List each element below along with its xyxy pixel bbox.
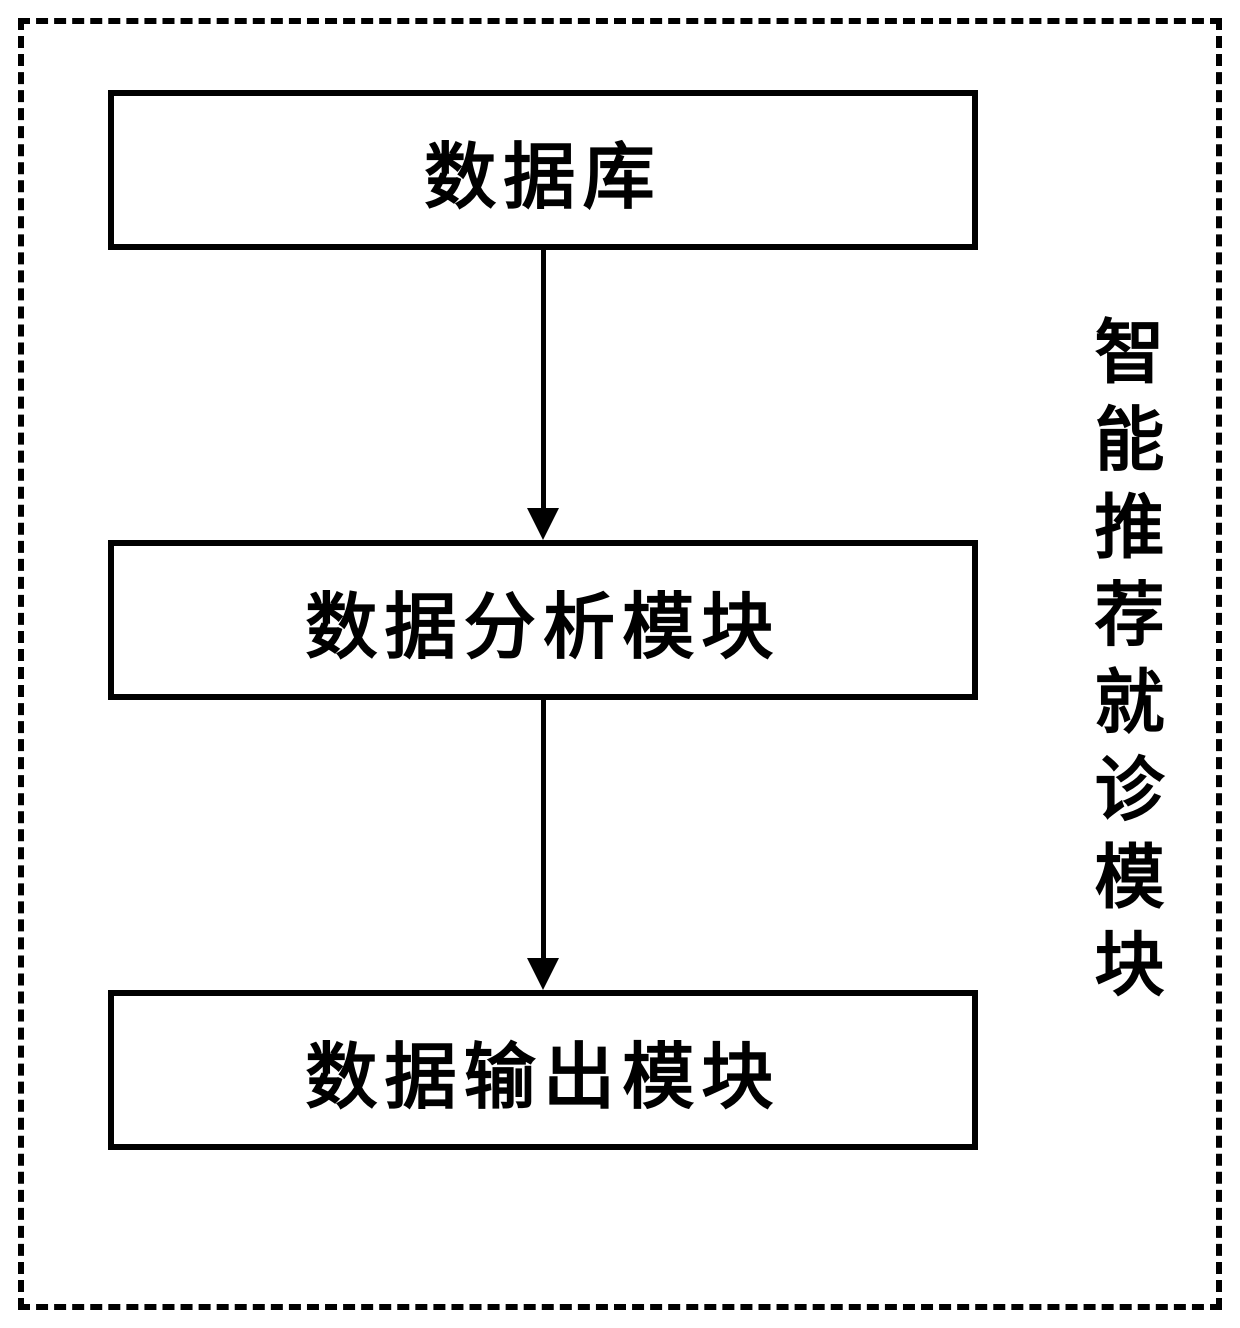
side-title: 智能推荐就诊模块 [1072,100,1173,1230]
flow-node-label: 数据库 [424,118,662,223]
arrow-line [541,250,546,508]
flow-node-analysis: 数据分析模块 [108,540,978,700]
arrow-line [541,700,546,958]
arrow-head-icon [527,958,559,990]
flow-node-output: 数据输出模块 [108,990,978,1150]
arrow-head-icon [527,508,559,540]
flow-node-db: 数据库 [108,90,978,250]
flow-node-label: 数据分析模块 [305,568,780,673]
flow-node-label: 数据输出模块 [305,1018,780,1123]
